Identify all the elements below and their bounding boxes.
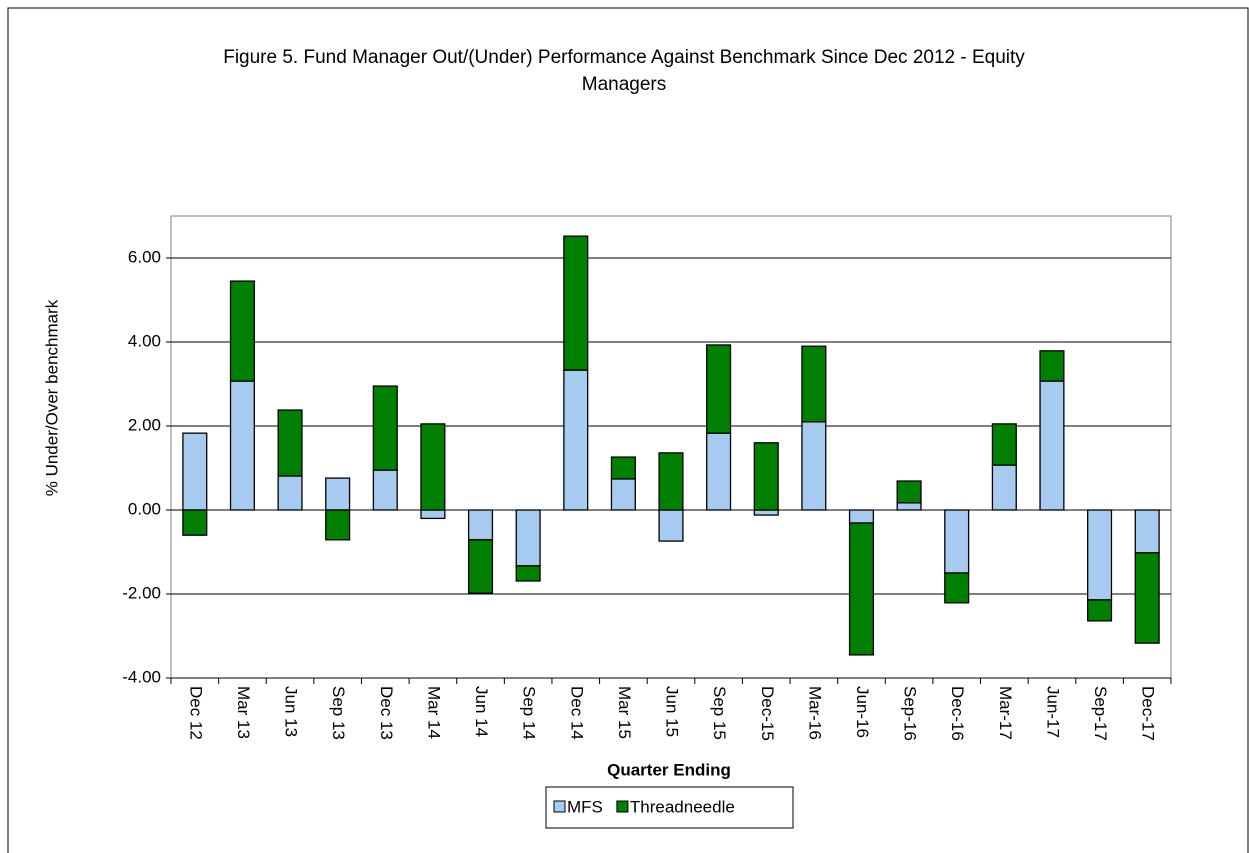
x-axis-label: Quarter Ending	[607, 760, 731, 779]
bar	[991, 423, 1017, 466]
x-tick-label: Sep 13	[329, 686, 348, 740]
y-tick-label: 6.00	[128, 247, 161, 266]
frame	[7, 7, 1249, 853]
x-tick-label: Sep-17	[1091, 686, 1110, 741]
bar	[706, 432, 732, 511]
x-tick-label: Sep-16	[901, 686, 920, 741]
bar	[610, 456, 636, 480]
x-tick-label: Sep 15	[710, 686, 729, 740]
legend-label: MFS	[567, 797, 603, 816]
bar	[801, 345, 827, 423]
bar	[372, 469, 398, 511]
x-tick-label: Mar 13	[234, 686, 253, 739]
bar	[277, 409, 303, 477]
bar	[1039, 380, 1065, 511]
bar	[944, 509, 970, 574]
bar	[515, 565, 541, 582]
y-axis-label: % Under/Over benchmark	[42, 299, 61, 496]
bar	[991, 464, 1017, 511]
bar	[1134, 552, 1160, 644]
bar	[229, 380, 255, 511]
bar	[658, 452, 684, 511]
bar	[1039, 350, 1065, 382]
bar	[420, 423, 446, 511]
x-tick-label: Jun 13	[282, 686, 301, 737]
bar	[182, 509, 208, 536]
y-tick-label: -2.00	[122, 583, 161, 602]
bar	[467, 539, 494, 594]
y-tick-label: 0.00	[128, 499, 161, 518]
bar	[182, 432, 208, 511]
bar	[563, 235, 589, 371]
x-tick-label: Jun-16	[853, 686, 872, 738]
bar	[1087, 599, 1113, 622]
bar	[372, 385, 398, 471]
bar	[896, 502, 922, 511]
legend-box	[545, 786, 794, 829]
bar	[848, 522, 875, 656]
plot-area	[170, 215, 1172, 679]
x-tick-label: Mar-16	[805, 686, 824, 740]
bar	[848, 509, 875, 524]
x-tick-label: Mar-17	[996, 686, 1015, 740]
x-tick-label: Dec 12	[186, 686, 205, 740]
y-tick-label: 2.00	[128, 415, 161, 434]
bar	[896, 480, 922, 504]
x-tick-label: Dec 13	[377, 686, 396, 740]
x-tick-label: Dec-16	[948, 686, 967, 741]
legend-label: Threadneedle	[630, 797, 735, 816]
bar	[420, 509, 446, 520]
legend-swatch	[553, 800, 566, 813]
x-tick-label: Jun 15	[663, 686, 682, 737]
bar	[467, 509, 494, 541]
x-tick-label: Dec-15	[758, 686, 777, 741]
bar	[753, 442, 779, 511]
bar	[325, 477, 351, 511]
bar	[277, 475, 303, 511]
bar	[801, 421, 827, 511]
bar	[1134, 509, 1160, 554]
x-tick-label: Sep 14	[520, 686, 539, 740]
bar	[610, 478, 636, 511]
x-tick-label: Mar 14	[424, 686, 443, 739]
bar	[706, 344, 732, 434]
chart-title: Figure 5. Fund Manager Out/(Under) Perfo…	[223, 47, 1025, 95]
bar	[325, 509, 351, 541]
x-tick-label: Mar 15	[615, 686, 634, 739]
y-tick-label: 4.00	[128, 331, 161, 350]
x-tick-label: Dec-17	[1139, 686, 1158, 741]
bar	[944, 572, 970, 604]
bar	[515, 509, 541, 567]
x-tick-label: Jun-17	[1043, 686, 1062, 738]
bar	[229, 280, 255, 382]
bar	[658, 509, 684, 542]
bar	[563, 369, 589, 511]
x-tick-label: Jun 14	[472, 686, 491, 737]
bar	[753, 509, 779, 516]
bar	[1087, 509, 1113, 601]
legend-swatch	[616, 800, 629, 813]
y-tick-label: -4.00	[122, 667, 161, 686]
x-tick-label: Dec 14	[567, 686, 586, 740]
